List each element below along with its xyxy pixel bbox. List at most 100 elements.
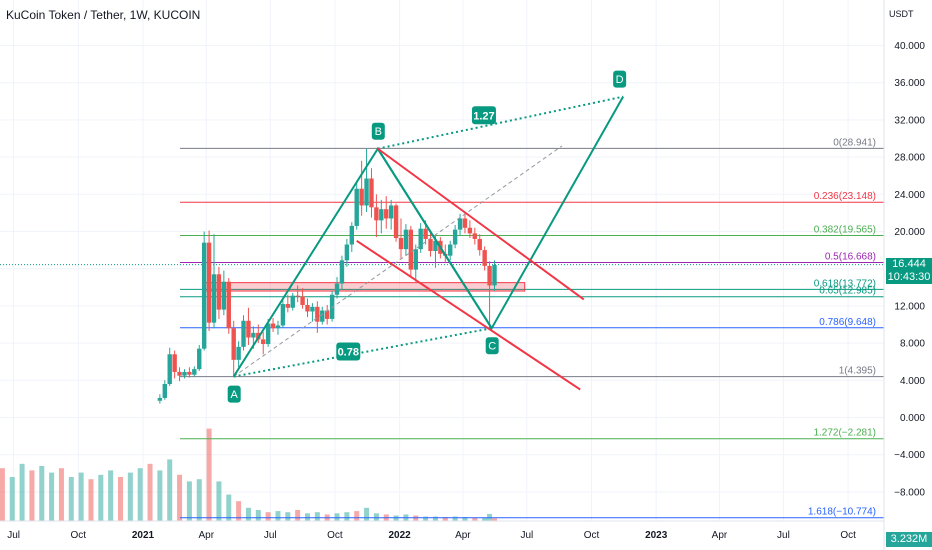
candle-body [374, 207, 379, 221]
time-tick-label: Oct [840, 530, 856, 541]
volume-bar [482, 517, 488, 521]
volume-bar [147, 463, 153, 521]
volume-bar [29, 470, 35, 521]
axis-currency-label: USDT [889, 9, 914, 19]
price-tick-label: 32.000 [894, 115, 925, 126]
volume-bar [364, 507, 370, 521]
candle-body [157, 397, 163, 401]
volume-bar [452, 516, 458, 521]
price-tick-label: 20.000 [894, 227, 925, 238]
price-tick-label: 24.000 [894, 190, 925, 201]
fib-label: 0.5(16.668) [825, 251, 876, 262]
candle-body [236, 346, 241, 360]
candle-body [216, 274, 222, 310]
candle-body [310, 306, 315, 312]
candle-body [359, 188, 364, 206]
pattern-point-marker [613, 70, 627, 88]
time-tick-label: Jul [7, 530, 20, 541]
time-tick-label: Oct [327, 530, 343, 541]
fib-label: 0.65(12.985) [819, 286, 876, 297]
price-tick-label: 8.000 [900, 339, 925, 350]
candle-body [354, 188, 359, 226]
time-tick-label: Apr [198, 530, 214, 541]
candle-body [492, 264, 497, 286]
volume-bar [295, 510, 301, 521]
volume-bar [314, 512, 320, 521]
candle-body [423, 228, 428, 239]
volume-bar [305, 513, 311, 521]
candle-body [315, 306, 320, 322]
fib-label: 0.236(23.148) [814, 191, 876, 202]
volume-bar [413, 515, 419, 521]
volume-bars [0, 428, 497, 521]
candle-body [201, 242, 207, 349]
pattern-point-marker [227, 385, 241, 403]
candle-body [472, 233, 478, 239]
candle-body [403, 229, 409, 250]
time-tick-label: Jul [520, 530, 533, 541]
candle-body [467, 227, 473, 234]
pattern-bc-line [376, 148, 493, 329]
volume-bar [58, 468, 64, 521]
candle-body [206, 242, 212, 323]
volume-bar [0, 468, 5, 521]
candle-body [457, 218, 463, 230]
candle-body [462, 218, 468, 228]
harmonic-pattern: A B C D 1.27 0.78 [227, 70, 627, 403]
volume-bar [196, 479, 202, 521]
candle-body [177, 371, 182, 376]
time-tick-label: Apr [712, 530, 728, 541]
candle-countdown: 10:43:30 [886, 271, 932, 284]
candle-body [413, 249, 418, 270]
time-tick-label: Jul [777, 530, 790, 541]
candle-body [167, 354, 172, 385]
candle-body [364, 178, 369, 206]
pattern-point-marker [371, 122, 385, 140]
candle-body [344, 244, 350, 261]
volume-bar [334, 513, 340, 521]
volume-bar [49, 472, 55, 521]
volume-bar [255, 510, 261, 521]
candle-body [349, 225, 354, 245]
candle-body [477, 238, 482, 251]
candle-body [428, 238, 433, 252]
candle-body [388, 205, 394, 219]
volume-bar [39, 466, 45, 521]
fib-label: 0.382(19.565) [814, 225, 876, 236]
volume-bar [275, 511, 281, 521]
volume-bar [354, 511, 360, 521]
time-tick-label: Oct [584, 530, 600, 541]
volume-bar [68, 477, 74, 521]
volume-bar [78, 472, 84, 521]
chart-title: KuCoin Token / Tether, 1W, KUCOIN [6, 8, 201, 22]
candle-body [398, 238, 404, 250]
candle-body [285, 304, 291, 308]
candle-body [172, 354, 177, 372]
price-tick-label: 28.000 [894, 153, 925, 164]
candle-body [221, 281, 227, 310]
candle-body [246, 320, 251, 338]
fib-label: 0.618(13.772) [814, 278, 876, 289]
fib-label: 1.618(−10.774) [808, 507, 876, 518]
candle-body [280, 304, 286, 326]
candle-body [275, 325, 281, 329]
price-tick-label: 12.000 [894, 301, 925, 312]
volume-bar [373, 513, 379, 521]
candle-body [162, 384, 167, 398]
pattern-point-label: A [231, 389, 239, 401]
fibonacci-levels: 0(28.941) 0.236(23.148) 0.382(19.565) 0.5(1… [0, 137, 884, 519]
volume-bar [108, 470, 114, 521]
pattern-bd-line [377, 95, 624, 150]
volume-bar [344, 512, 350, 521]
price-tick-label: 40.000 [894, 41, 925, 52]
time-tick-label: 2021 [132, 530, 155, 541]
volume-bar [216, 481, 222, 521]
volume-bar [137, 468, 143, 521]
fib-label: 0.786(9.648) [819, 317, 876, 328]
volume-bar [88, 479, 94, 521]
volume-bar [245, 507, 251, 521]
price-tick-label: −8.000 [894, 487, 925, 498]
fib-label: 1(4.395) [839, 366, 876, 377]
pattern-ratio-label: 1.27 [473, 110, 494, 122]
